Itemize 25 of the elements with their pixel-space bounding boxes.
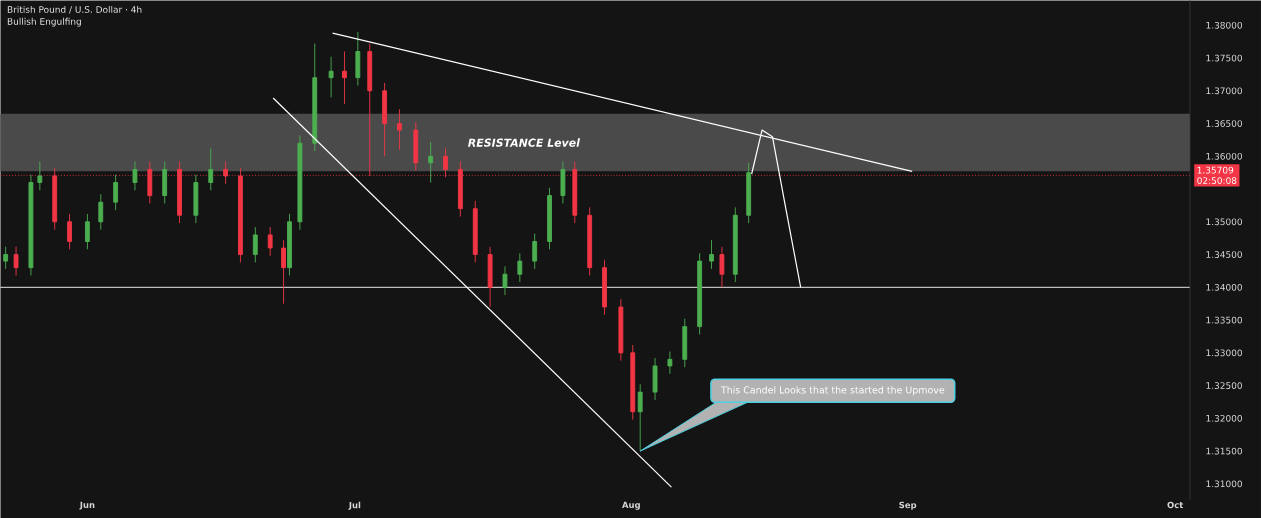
y-tick-label: 1.38000 xyxy=(1206,21,1242,29)
y-tick-label: 1.36500 xyxy=(1206,120,1242,127)
x-tick-label: Sep xyxy=(899,501,917,510)
ref-line-label: 1.35709 xyxy=(1197,166,1234,174)
y-tick-label: 1.32500 xyxy=(1206,382,1242,389)
x-tick-label: Jul xyxy=(348,501,361,510)
x-tick-label: Aug xyxy=(622,501,640,510)
x-tick-label: Jun xyxy=(79,501,95,510)
y-tick-label: 1.33500 xyxy=(1206,316,1242,324)
y-tick-label: 1.37000 xyxy=(1206,87,1242,95)
y-tick-label: 1.37500 xyxy=(1206,54,1242,62)
y-tick-label: 1.34000 xyxy=(1206,283,1242,291)
y-tick-label: 1.31500 xyxy=(1206,447,1242,455)
text: 02:50:08 xyxy=(1197,177,1237,184)
y-tick-label: 1.31000 xyxy=(1206,480,1242,488)
annotation: This Candel Looks that the started the Upmove xyxy=(720,386,945,396)
y-tick-label: 1.32000 xyxy=(1206,414,1242,422)
x-tick-label: Oct xyxy=(1167,501,1184,509)
y-tick-label: 1.36000 xyxy=(1206,152,1242,160)
y-tick-label: 1.35000 xyxy=(1206,218,1242,226)
y-tick-label: 1.33000 xyxy=(1206,349,1242,357)
text: British Pound / U.S. Dollar · 4h xyxy=(7,5,142,14)
band-label: RESISTANCE Level xyxy=(468,138,581,147)
y-tick-label: 1.34500 xyxy=(1206,251,1242,258)
text: Bullish Engulfing xyxy=(7,17,81,27)
